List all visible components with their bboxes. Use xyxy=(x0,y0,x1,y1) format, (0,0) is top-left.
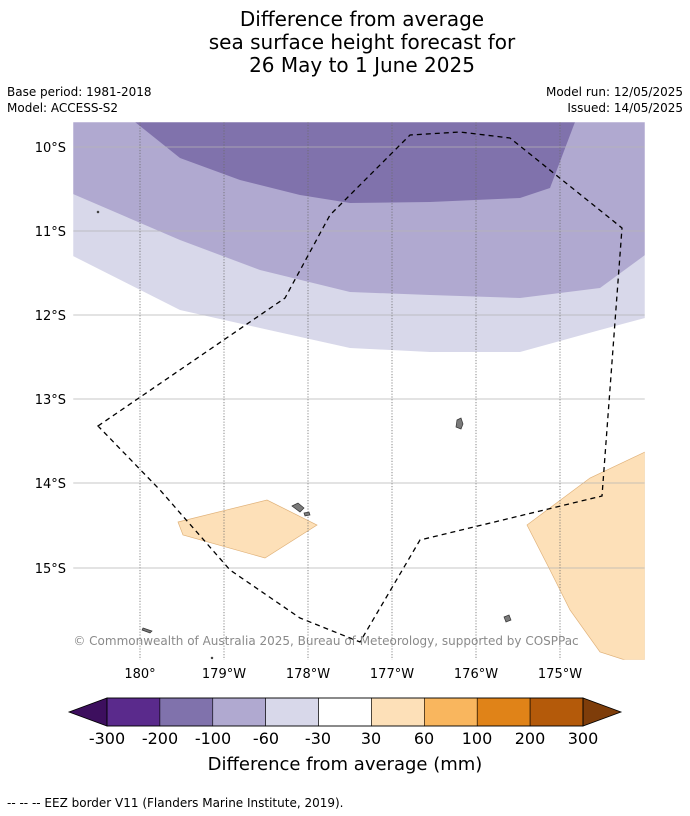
base-period: Base period: 1981-2018 xyxy=(7,85,152,99)
colorbar-cell xyxy=(106,697,161,727)
title-line-1: Difference from average xyxy=(239,7,485,31)
colorbar-tick: -60 xyxy=(253,729,279,748)
lon-label: 176°W xyxy=(454,667,498,682)
colorbar-cells xyxy=(106,697,584,727)
meta-right: Model run: 12/05/2025 Issued: 14/05/2025 xyxy=(546,84,683,116)
island-wallis xyxy=(291,502,305,513)
island-nukunonu xyxy=(455,417,464,430)
longitude-labels: 180° 179°W 178°W 177°W 176°W 175°W xyxy=(124,667,582,682)
colorbar-cell xyxy=(318,697,372,727)
map-area: © Commonwealth of Australia 2025, Bureau… xyxy=(73,122,645,660)
island-niuatoputapu xyxy=(503,614,512,623)
eez-border xyxy=(96,131,623,643)
colorbar-tick: 300 xyxy=(568,729,599,748)
lat-label: 10°S xyxy=(35,141,66,156)
lon-label: 180° xyxy=(124,667,155,682)
colorbar-tick: -100 xyxy=(195,729,231,748)
colorbar-tick: 100 xyxy=(462,729,493,748)
colorbar-tick: 60 xyxy=(414,729,434,748)
island-fragment-west xyxy=(141,627,153,634)
gridlines xyxy=(73,146,645,569)
map-title: Difference from average sea surface heig… xyxy=(0,8,690,77)
anomaly-patch-positive-west xyxy=(177,499,318,559)
latitude-labels: 10°S 11°S 12°S 13°S 14°S 15°S xyxy=(35,141,66,577)
islands xyxy=(96,210,512,660)
island-dot-north xyxy=(96,210,100,214)
colorbar-tick: 30 xyxy=(361,729,381,748)
colorbar-cell xyxy=(265,697,319,727)
island-dot-south xyxy=(210,656,214,660)
colorbar: -300 -200 -100 -60 -30 30 60 100 200 300… xyxy=(67,697,623,775)
eez-legend: -- -- -- EEZ border V11 (Flanders Marine… xyxy=(7,796,344,810)
lon-label: 175°W xyxy=(538,667,582,682)
colorbar-cell xyxy=(371,697,425,727)
colorbar-tick: -200 xyxy=(142,729,178,748)
colorbar-tick-labels: -300 -200 -100 -60 -30 30 60 100 200 300 xyxy=(89,729,598,748)
anomaly-patch-positive-east xyxy=(526,451,645,660)
issued-date: Issued: 14/05/2025 xyxy=(567,101,683,115)
copyright-notice: © Commonwealth of Australia 2025, Bureau… xyxy=(73,634,578,648)
colorbar-label: Difference from average (mm) xyxy=(208,754,483,775)
lat-label: 11°S xyxy=(35,225,66,240)
anomaly-band-strong-negative xyxy=(135,122,575,203)
lat-label: 12°S xyxy=(35,309,66,324)
colorbar-tick: 200 xyxy=(515,729,546,748)
title-line-2: sea surface height forecast for xyxy=(208,30,516,54)
colorbar-outline xyxy=(106,697,584,727)
model-run: Model run: 12/05/2025 xyxy=(545,85,683,99)
meta-left: Base period: 1981-2018 Model: ACCESS-S2 xyxy=(7,84,152,116)
lat-label: 13°S xyxy=(35,393,66,408)
meridians xyxy=(139,122,561,660)
lon-label: 177°W xyxy=(370,667,414,682)
title-line-3: 26 May to 1 June 2025 xyxy=(249,53,475,77)
colorbar-cell xyxy=(476,697,531,727)
colorbar-cell xyxy=(212,697,266,727)
lat-label: 14°S xyxy=(35,477,66,492)
lon-label: 179°W xyxy=(202,667,246,682)
model-name: Model: ACCESS-S2 xyxy=(7,101,119,115)
lon-label: 178°W xyxy=(286,667,330,682)
colorbar-cell xyxy=(529,697,584,727)
colorbar-over-arrow xyxy=(582,697,623,727)
colorbar-cell xyxy=(424,697,478,727)
colorbar-cell xyxy=(159,697,214,727)
colorbar-tick: -300 xyxy=(89,729,125,748)
colorbar-under-arrow xyxy=(67,697,108,727)
map-frame xyxy=(72,121,646,661)
colorbar-tick: -30 xyxy=(305,729,331,748)
island-wallis-small xyxy=(303,511,311,517)
lat-label: 15°S xyxy=(35,562,66,577)
